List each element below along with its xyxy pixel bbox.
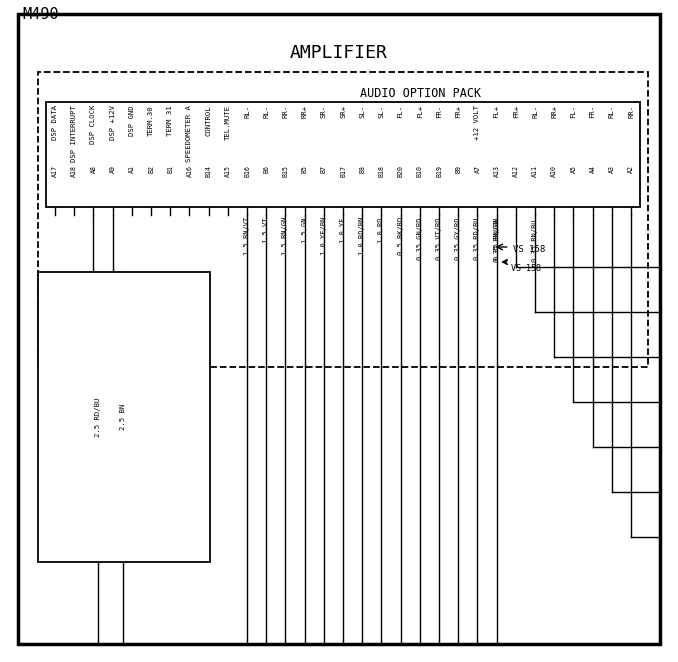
Text: RR+: RR+ — [302, 105, 308, 118]
Bar — [38, 72, 648, 367]
Text: RL-: RL- — [244, 105, 250, 118]
Text: SL-: SL- — [359, 105, 365, 118]
Text: FR-: FR- — [436, 105, 442, 118]
Text: DSP GND: DSP GND — [129, 105, 135, 136]
Text: FR+: FR+ — [513, 105, 519, 118]
Text: RL-: RL- — [532, 105, 538, 118]
Text: CONTROL: CONTROL — [205, 105, 212, 136]
Text: A9: A9 — [110, 165, 116, 173]
Text: RR+: RR+ — [551, 105, 557, 118]
Text: 1.5 VT: 1.5 VT — [263, 217, 269, 242]
Text: A18: A18 — [71, 165, 77, 177]
Text: A12: A12 — [513, 165, 519, 177]
Text: FL+: FL+ — [417, 105, 423, 118]
Text: FR+: FR+ — [455, 105, 461, 118]
Text: TERM.30: TERM.30 — [148, 105, 154, 136]
Text: A1: A1 — [129, 165, 135, 173]
Text: B20: B20 — [397, 165, 403, 177]
Text: FL-: FL- — [570, 105, 576, 118]
Text: B2: B2 — [148, 165, 154, 173]
Text: AUDIO OPTION PACK: AUDIO OPTION PACK — [360, 87, 481, 100]
Text: M490: M490 — [22, 7, 58, 22]
Text: SR-: SR- — [321, 105, 327, 118]
Text: 1.0 YE/BN: 1.0 YE/BN — [321, 217, 327, 256]
Text: B9: B9 — [455, 165, 461, 173]
Text: 1.0 YE: 1.0 YE — [340, 217, 346, 242]
Text: A16: A16 — [186, 165, 193, 177]
Text: B8: B8 — [359, 165, 365, 173]
Text: A7: A7 — [475, 165, 481, 173]
Text: VS 158: VS 158 — [513, 244, 545, 254]
Text: 0.35 VT/RD: 0.35 VT/RD — [436, 217, 442, 260]
Text: 0.35 BN/GN: 0.35 BN/GN — [494, 219, 500, 261]
Text: RR-: RR- — [628, 105, 634, 118]
Text: FL+: FL+ — [494, 105, 500, 118]
Text: 1.5 BN/GN: 1.5 BN/GN — [283, 217, 288, 256]
Text: 1.0 RD: 1.0 RD — [378, 217, 384, 242]
Text: 0.35 RD/BU: 0.35 RD/BU — [475, 217, 481, 260]
Text: 0.35 BN/BU: 0.35 BN/BU — [532, 219, 538, 261]
Text: B7: B7 — [321, 165, 327, 173]
Bar — [46, 102, 640, 207]
Text: RL-: RL- — [609, 105, 615, 118]
Text: B5: B5 — [302, 165, 308, 173]
Text: SPEEDOMETER A: SPEEDOMETER A — [186, 105, 193, 162]
Text: B17: B17 — [340, 165, 346, 177]
Text: A11: A11 — [532, 165, 538, 177]
Text: DSP CLOCK: DSP CLOCK — [90, 105, 96, 144]
Text: B10: B10 — [417, 165, 423, 177]
Text: B16: B16 — [244, 165, 250, 177]
Text: B18: B18 — [378, 165, 384, 177]
Text: VS 158: VS 158 — [511, 264, 541, 273]
Text: A2: A2 — [628, 165, 634, 173]
Text: A4: A4 — [590, 165, 595, 173]
Text: FR-: FR- — [590, 105, 595, 118]
Text: A15: A15 — [225, 165, 231, 177]
Text: 0.35 GY/RD: 0.35 GY/RD — [455, 217, 461, 260]
Text: RR-: RR- — [283, 105, 288, 118]
Text: B14: B14 — [205, 165, 212, 177]
Text: DSP DATA: DSP DATA — [52, 105, 58, 140]
Text: A8: A8 — [90, 165, 96, 173]
Text: 0.5 BK/RD: 0.5 BK/RD — [397, 217, 403, 256]
Text: B6: B6 — [263, 165, 269, 173]
Text: A5: A5 — [570, 165, 576, 173]
Text: A13: A13 — [494, 165, 500, 177]
Text: B1: B1 — [167, 165, 173, 173]
Text: RL-: RL- — [263, 105, 269, 118]
Text: A10: A10 — [551, 165, 557, 177]
Text: 0.35 BN/GN: 0.35 BN/GN — [494, 217, 500, 260]
Text: +12 VOLT: +12 VOLT — [475, 105, 481, 140]
Text: SL-: SL- — [378, 105, 384, 118]
Text: TEL.MUTE: TEL.MUTE — [225, 105, 231, 140]
Text: B19: B19 — [436, 165, 442, 177]
Text: TERM 31: TERM 31 — [167, 105, 173, 136]
Text: 1.0 RD/BN: 1.0 RD/BN — [359, 217, 365, 256]
Text: 2.5 RD/BU: 2.5 RD/BU — [95, 397, 101, 437]
Text: DSP +12V: DSP +12V — [110, 105, 116, 140]
Text: A3: A3 — [609, 165, 615, 173]
Text: 0.35 GN/RD: 0.35 GN/RD — [417, 217, 423, 260]
Text: 2.5 BN: 2.5 BN — [120, 404, 126, 430]
Bar — [38, 272, 210, 562]
Text: AMPLIFIER: AMPLIFIER — [290, 44, 388, 62]
Text: 1.5 BN/VT: 1.5 BN/VT — [244, 217, 250, 256]
Text: A17: A17 — [52, 165, 58, 177]
Text: 1.5 GN: 1.5 GN — [302, 217, 308, 242]
Text: B15: B15 — [283, 165, 288, 177]
Text: SR+: SR+ — [340, 105, 346, 118]
Text: DSP INTERRUPT: DSP INTERRUPT — [71, 105, 77, 162]
Text: FL-: FL- — [397, 105, 403, 118]
